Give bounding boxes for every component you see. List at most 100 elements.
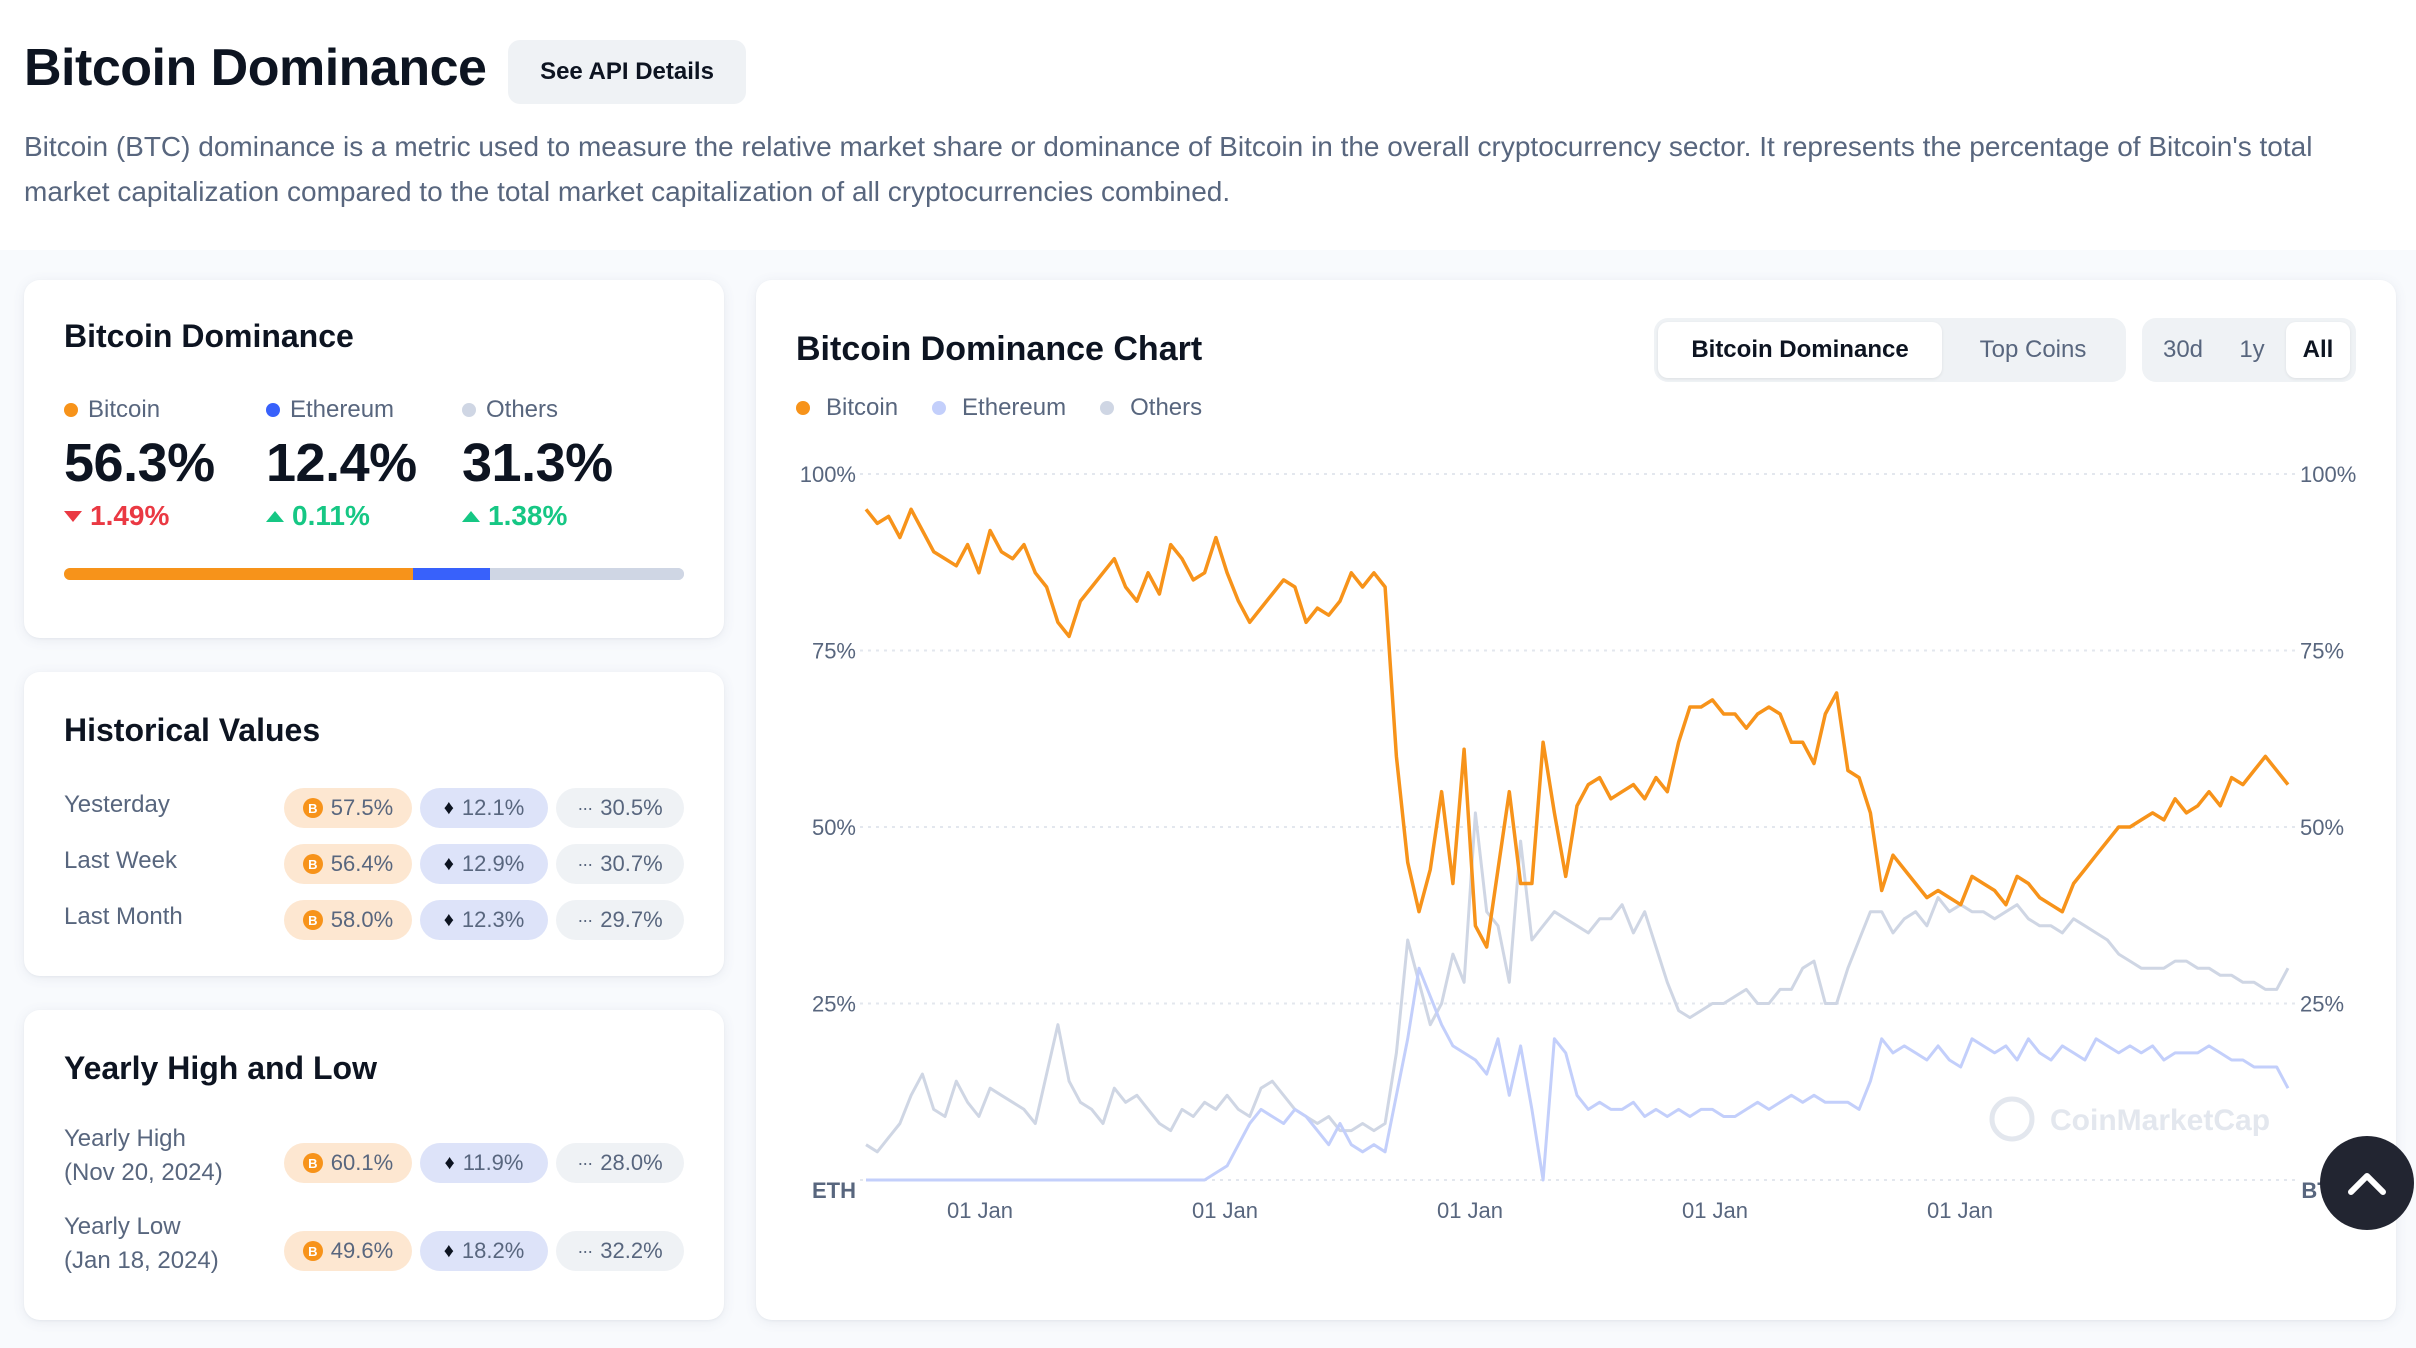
tab-bitcoin-dominance[interactable]: Bitcoin Dominance bbox=[1658, 322, 1942, 378]
metric-bitcoin: Bitcoin 56.3% 1.49% bbox=[64, 394, 215, 532]
btc-value: 56.4% bbox=[330, 851, 394, 876]
historical-row-label: Yesterday bbox=[64, 791, 170, 818]
chart-type-toggle: Bitcoin Dominance Top Coins bbox=[1654, 318, 2126, 382]
metric-label: Ethereum bbox=[290, 396, 395, 423]
bitcoin-icon: B bbox=[302, 854, 323, 874]
eth-value-pill: ♦ 12.1% bbox=[420, 788, 548, 828]
btc-value-pill: B 60.1% bbox=[284, 1143, 412, 1183]
chart-legend: Bitcoin Ethereum Others bbox=[796, 394, 1202, 422]
legend-label: Bitcoin bbox=[826, 394, 899, 421]
eth-value: 12.9% bbox=[461, 851, 525, 876]
yearly-date: (Nov 20, 2024) bbox=[64, 1159, 223, 1186]
btc-value-pill: B 58.0% bbox=[284, 900, 412, 940]
btc-value-pill: B 49.6% bbox=[284, 1231, 412, 1271]
bitcoin-dot-icon bbox=[64, 403, 78, 417]
ethereum-icon: ♦ bbox=[443, 852, 454, 875]
more-dots-icon: ··· bbox=[577, 1240, 593, 1261]
ethereum-icon: ♦ bbox=[443, 796, 454, 819]
metric-change: 1.38% bbox=[488, 500, 568, 531]
others-value: 29.7% bbox=[600, 907, 663, 932]
others-value-pill: ··· 30.7% bbox=[556, 844, 684, 884]
scroll-to-top-button[interactable] bbox=[2320, 1136, 2414, 1230]
metric-others: Others 31.3% 1.38% bbox=[462, 394, 613, 532]
more-dots-icon: ··· bbox=[577, 1152, 593, 1173]
chart-title: Bitcoin Dominance Chart bbox=[796, 330, 1203, 368]
yearly-row-label: Yearly Low (Jan 18, 2024) bbox=[64, 1210, 219, 1278]
bitcoin-icon: B bbox=[302, 910, 323, 930]
legend-others[interactable]: Others bbox=[1100, 394, 1202, 422]
more-dots-icon: ··· bbox=[577, 853, 593, 874]
share-bar-others bbox=[489, 568, 684, 580]
metric-change: 1.49% bbox=[90, 500, 170, 531]
eth-value: 18.2% bbox=[461, 1238, 525, 1263]
ethereum-dot-icon bbox=[932, 401, 947, 415]
range-30d[interactable]: 30d bbox=[2146, 322, 2220, 378]
more-dots-icon: ··· bbox=[577, 909, 593, 930]
eth-value-pill: ♦ 18.2% bbox=[420, 1231, 548, 1271]
dominance-chart-card bbox=[756, 280, 2396, 1320]
metric-value: 56.3% bbox=[64, 433, 215, 493]
yearly-label: Yearly High bbox=[64, 1125, 186, 1152]
legend-ethereum[interactable]: Ethereum bbox=[932, 394, 1066, 422]
yearly-row-label: Yearly High (Nov 20, 2024) bbox=[64, 1122, 223, 1190]
legend-label: Ethereum bbox=[962, 394, 1067, 421]
share-bar-bitcoin bbox=[64, 568, 414, 580]
page-title: Bitcoin Dominance bbox=[24, 39, 487, 97]
others-value: 28.0% bbox=[600, 1150, 663, 1175]
share-bar-ethereum bbox=[413, 568, 490, 580]
chevron-up-icon bbox=[2348, 1173, 2386, 1195]
page-description: Bitcoin (BTC) dominance is a metric used… bbox=[24, 131, 2313, 207]
others-dot-icon bbox=[1100, 401, 1115, 415]
header-band bbox=[0, 0, 2416, 250]
eth-value: 12.1% bbox=[461, 795, 525, 820]
btc-value: 49.6% bbox=[330, 1238, 394, 1263]
ethereum-icon: ♦ bbox=[444, 1151, 455, 1174]
others-value-pill: ··· 29.7% bbox=[556, 900, 684, 940]
others-value-pill: ··· 28.0% bbox=[556, 1143, 684, 1183]
eth-value: 11.9% bbox=[462, 1150, 524, 1175]
ethereum-icon: ♦ bbox=[443, 908, 454, 931]
btc-value-pill: B 56.4% bbox=[284, 844, 412, 884]
more-dots-icon: ··· bbox=[577, 797, 593, 818]
others-value-pill: ··· 30.5% bbox=[556, 788, 684, 828]
eth-value: 12.3% bbox=[461, 907, 525, 932]
historical-values-title: Historical Values bbox=[64, 712, 321, 748]
tab-top-coins[interactable]: Top Coins bbox=[1944, 322, 2122, 378]
metric-label: Others bbox=[486, 396, 559, 423]
metric-value: 31.3% bbox=[462, 433, 613, 493]
dominance-card-title: Bitcoin Dominance bbox=[64, 318, 354, 354]
others-value-pill: ··· 32.2% bbox=[556, 1231, 684, 1271]
metric-value: 12.4% bbox=[266, 433, 417, 493]
caret-up-icon bbox=[462, 510, 480, 522]
yearly-date: (Jan 18, 2024) bbox=[64, 1247, 219, 1274]
time-range-toggle: 30d 1y All bbox=[2142, 318, 2356, 382]
others-value: 32.2% bbox=[600, 1238, 663, 1263]
others-value: 30.5% bbox=[600, 795, 663, 820]
legend-bitcoin[interactable]: Bitcoin bbox=[796, 394, 898, 422]
btc-value: 58.0% bbox=[330, 907, 394, 932]
btc-value: 57.5% bbox=[330, 795, 394, 820]
eth-value-pill: ♦ 12.9% bbox=[420, 844, 548, 884]
eth-value-pill: ♦ 11.9% bbox=[420, 1143, 548, 1183]
historical-row-label: Last Month bbox=[64, 903, 183, 930]
eth-value-pill: ♦ 12.3% bbox=[420, 900, 548, 940]
dominance-share-bar bbox=[64, 568, 684, 580]
bitcoin-icon: B bbox=[302, 1241, 323, 1261]
historical-row-label: Last Week bbox=[64, 847, 177, 874]
bitcoin-icon: B bbox=[302, 1153, 323, 1173]
btc-value: 60.1% bbox=[330, 1150, 394, 1175]
see-api-details-button[interactable]: See API Details bbox=[508, 40, 746, 104]
metric-label: Bitcoin bbox=[88, 396, 161, 423]
others-dot-icon bbox=[462, 403, 476, 417]
ethereum-icon: ♦ bbox=[443, 1239, 454, 1262]
caret-down-icon bbox=[64, 510, 82, 522]
range-1y[interactable]: 1y bbox=[2222, 322, 2282, 378]
ethereum-dot-icon bbox=[266, 403, 280, 417]
yearly-label: Yearly Low bbox=[64, 1213, 181, 1240]
metric-change: 0.11% bbox=[292, 500, 370, 531]
metric-ethereum: Ethereum 12.4% 0.11% bbox=[266, 394, 417, 532]
range-all[interactable]: All bbox=[2286, 322, 2350, 378]
legend-label: Others bbox=[1130, 394, 1203, 421]
bitcoin-icon: B bbox=[302, 798, 323, 818]
bitcoin-dot-icon bbox=[796, 401, 810, 415]
